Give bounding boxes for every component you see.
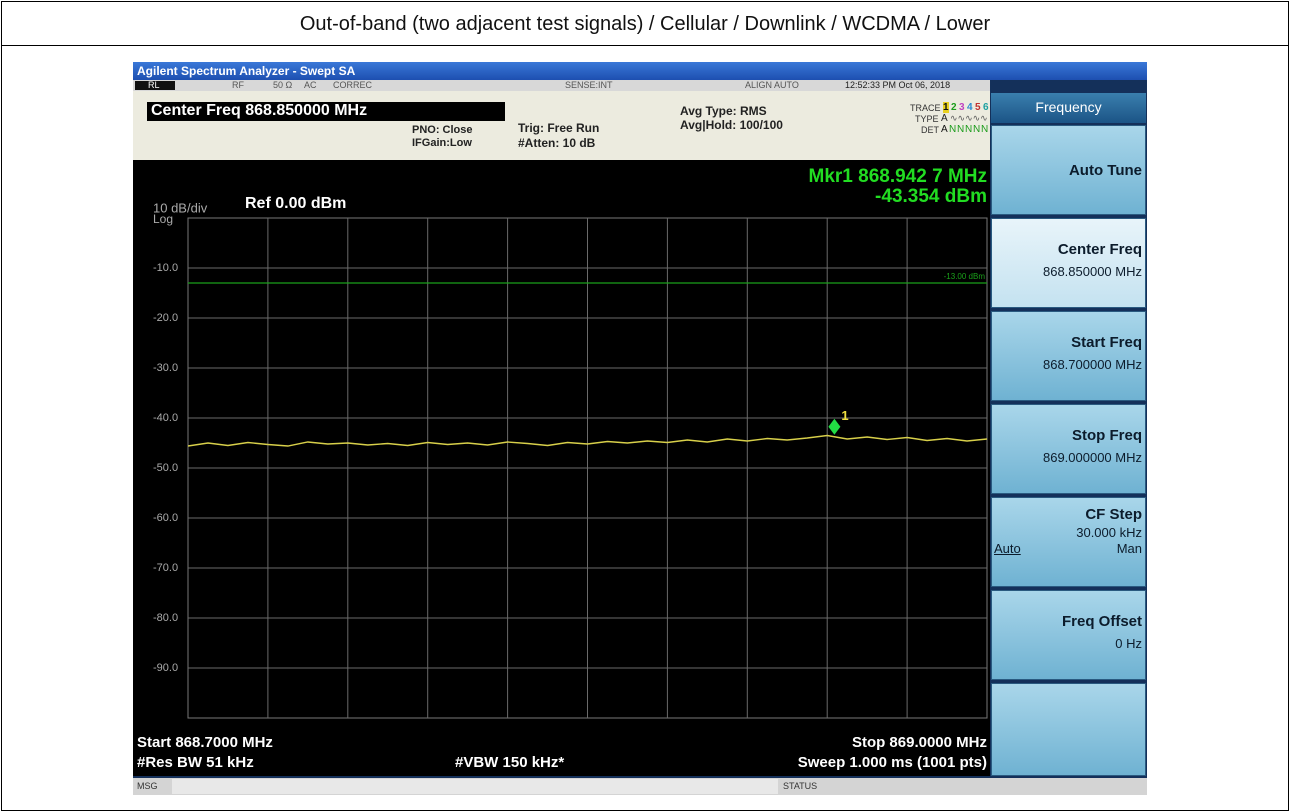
det-value: N [973,124,981,135]
trace-number: 4 [967,102,973,113]
center-freq-box [147,102,505,121]
softkey-label: Center Freq [1057,241,1142,258]
softkey-value: 868.700000 MHz [1042,357,1142,372]
center-freq: Center Freq 868.850000 MHz [151,102,368,119]
softkey[interactable]: CF Step 30.000 kHz Auto Man [991,497,1146,587]
status-item: ALIGN AUTO [745,80,799,90]
ifgain: IFGain:Low [412,137,472,149]
reference-level: Ref 0.00 dBm [245,195,346,212]
pno: PNO: Close [412,124,473,136]
scale-label: 10 dB/div [153,200,208,215]
softkey-label: Stop Freq [1072,427,1142,444]
status-item: SENSE:INT [565,80,613,90]
marker-readout: -43.354 dBm [875,186,987,207]
softkey-label: CF Step [1085,506,1142,523]
softkey[interactable]: Auto Tune [991,125,1146,215]
softkey-value: 30.000 kHz [1076,525,1142,540]
message-field [172,779,778,794]
det-value: A [941,124,948,135]
spectrum-plot: -10.0 -20.0 -30.0 -40.0 -50.0 -60.0 -70.0 -80.0… [133,160,990,776]
softkey-label: Auto Tune [1068,162,1142,179]
marker-readout: Mkr1 868.942 7 MHz [809,166,988,187]
y-tick-label: -30.0 [153,362,178,374]
avg-type: Avg Type: RMS [680,104,767,118]
type-label: TYPE [915,114,939,124]
y-tick-label: -20.0 [153,312,178,324]
frame-divider [1,45,1289,46]
softkey-title: Frequency [1035,99,1102,115]
softkey[interactable]: Center Freq 868.850000 MHz [991,218,1146,308]
softkey-value: 869.000000 MHz [1042,450,1142,465]
trace-number: 2 [951,102,957,113]
det-value: N [981,124,989,135]
page-title: Out-of-band (two adjacent test signals) … [299,13,991,35]
status-item: 50 Ω [273,80,293,90]
softkey[interactable]: Stop Freq 869.000000 MHz [991,404,1146,494]
softkey-empty [991,683,1146,776]
atten: #Atten: 10 dB [518,136,596,150]
trace-number: 5 [975,102,981,113]
status-item: RL [148,80,160,90]
status-row [133,80,990,91]
marker [828,418,841,435]
y-tick-label: -40.0 [153,412,178,424]
window-title-bar [133,62,1147,80]
softkey-value: 868.850000 MHz [1042,264,1142,279]
det-value: N [957,124,965,135]
type-wave: ∿∿∿∿∿ [950,113,988,123]
footer-text: Stop 869.0000 MHz [852,734,987,751]
y-tick-label: -70.0 [153,562,178,574]
y-tick-label: -10.0 [153,262,178,274]
softkey-title-bg [991,93,1146,123]
window-title: Agilent Spectrum Analyzer - Swept SA [137,64,356,78]
type-value: A [941,113,948,124]
softkey[interactable]: Freq Offset 0 Hz [991,590,1146,680]
footer-text: Start 868.7000 MHz [137,734,273,751]
avg-hold: Avg|Hold: 100/100 [680,118,783,132]
softkey-label: Start Freq [1071,334,1142,351]
status-item: 12:52:33 PM Oct 06, 2018 [845,80,951,90]
trace-number: 6 [983,102,989,113]
det-label: DET [921,125,939,135]
softkey-option: Man [1116,541,1142,556]
trig: Trig: Free Run [518,121,600,135]
softkey-label: Freq Offset [1061,613,1142,630]
softkey-option: Auto [994,541,1021,556]
softkey-value: 0 Hz [1115,636,1142,651]
limit-label: -13.00 dBm [944,272,986,281]
status-item: AC [304,80,317,90]
y-tick-label: -90.0 [153,662,178,674]
footer-text: #Res BW 51 kHz [137,754,254,771]
y-tick-label: -80.0 [153,612,178,624]
footer-text: Sweep 1.000 ms (1001 pts) [798,754,987,771]
trace-label: TRACE [910,103,941,113]
footer-text: #VBW 150 kHz* [455,754,564,771]
status-label: STATUS [783,781,818,791]
trace-number: 1 [943,102,949,113]
trace [187,434,988,447]
det-value: N [949,124,957,135]
softkey[interactable]: Start Freq 868.700000 MHz [991,311,1146,401]
status-item: CORREC [333,80,373,90]
scale-type: Log [153,212,173,226]
det-value: N [965,124,973,135]
y-tick-label: -50.0 [153,462,178,474]
status-item: RF [232,80,244,90]
y-tick-label: -60.0 [153,512,178,524]
lxi-badge [135,81,175,90]
msg-label: MSG [137,781,158,791]
marker-label: 1 [841,408,848,423]
trace-number: 3 [959,102,965,113]
